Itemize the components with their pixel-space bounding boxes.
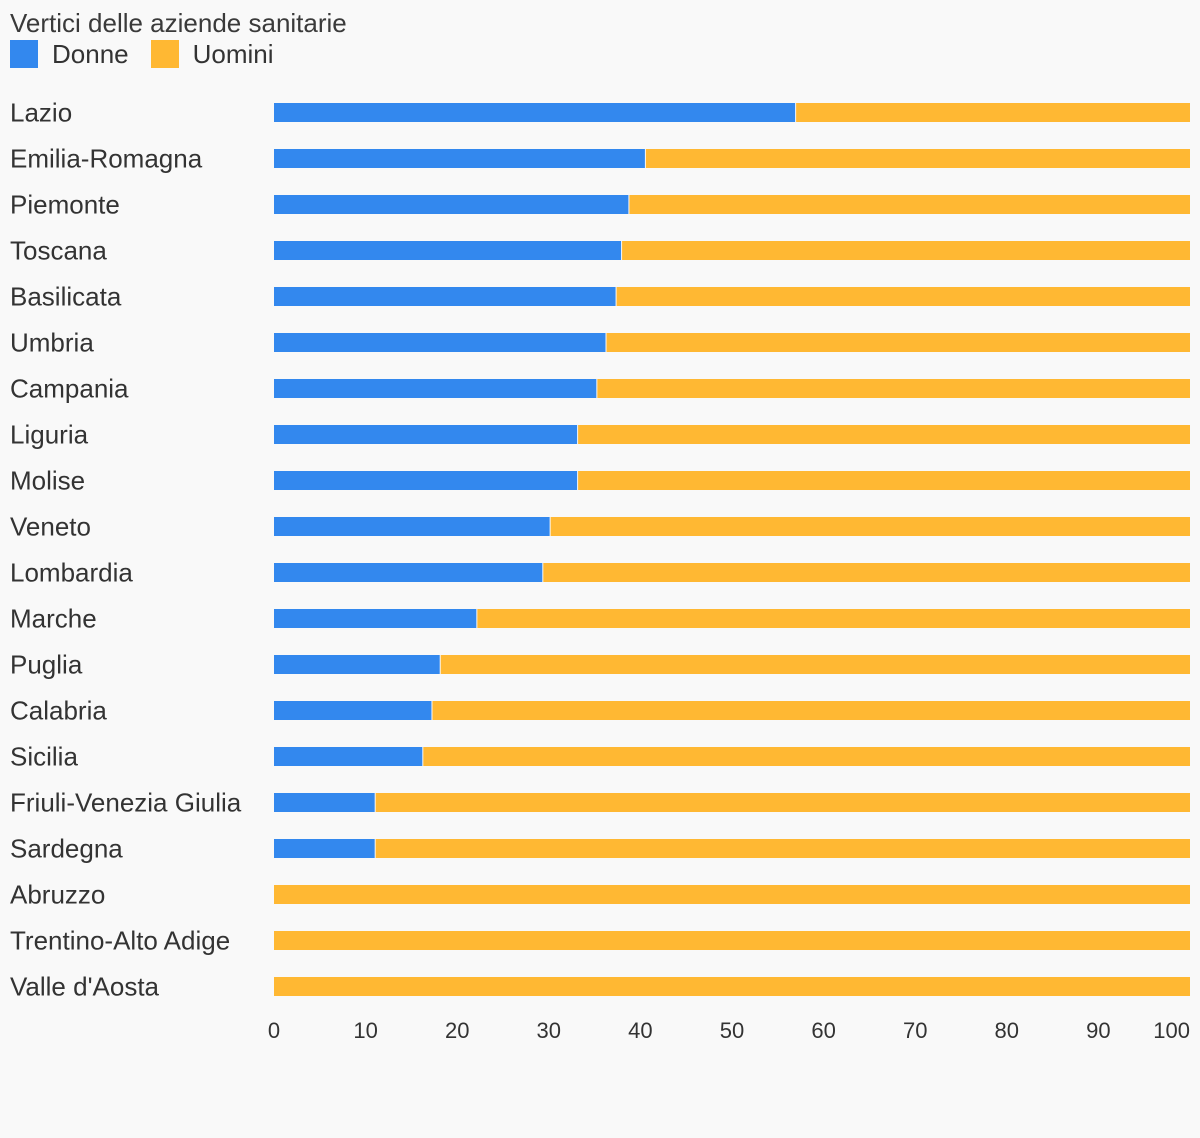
- bar-donne-toscana: [274, 241, 622, 260]
- category-label-calabria: Calabria: [10, 696, 107, 726]
- bar-uomini-friuli-venezia-giulia: [375, 793, 1190, 812]
- category-label-sardegna: Sardegna: [10, 834, 123, 864]
- x-tick-label-90: 90: [1086, 1018, 1110, 1043]
- category-label-friuli-venezia-giulia: Friuli-Venezia Giulia: [10, 788, 242, 818]
- category-label-toscana: Toscana: [10, 236, 107, 266]
- bar-uomini-umbria: [606, 333, 1190, 352]
- bar-donne-sardegna: [274, 839, 375, 858]
- x-tick-label-10: 10: [353, 1018, 377, 1043]
- bar-donne-emilia-romagna: [274, 149, 645, 168]
- bar-donne-calabria: [274, 701, 432, 720]
- x-tick-label-100: 100: [1153, 1018, 1190, 1043]
- bar-donne-molise: [274, 471, 578, 490]
- bar-donne-piemonte: [274, 195, 629, 214]
- bar-donne-lazio: [274, 103, 796, 122]
- bar-donne-marche: [274, 609, 477, 628]
- x-tick-label-80: 80: [995, 1018, 1019, 1043]
- bar-uomini-calabria: [432, 701, 1191, 720]
- bar-uomini-lazio: [796, 103, 1190, 122]
- category-label-marche: Marche: [10, 604, 97, 634]
- legend-item-uomini: Uomini: [150, 38, 274, 70]
- x-tick-label-0: 0: [268, 1018, 280, 1043]
- bar-uomini-veneto: [550, 517, 1190, 536]
- bar-donne-friuli-venezia-giulia: [274, 793, 375, 812]
- bar-uomini-basilicata: [616, 287, 1190, 306]
- bar-uomini-liguria: [578, 425, 1190, 444]
- bar-uomini-puglia: [440, 655, 1191, 674]
- bar-uomini-piemonte: [629, 195, 1190, 214]
- legend: Donne Uomini: [10, 38, 296, 70]
- category-label-trentino-alto-adige: Trentino-Alto Adige: [10, 926, 230, 956]
- bar-uomini-lombardia: [543, 563, 1190, 582]
- x-tick-label-50: 50: [720, 1018, 744, 1043]
- category-label-molise: Molise: [10, 466, 85, 496]
- x-tick-label-20: 20: [445, 1018, 469, 1043]
- legend-item-donne: Donne: [10, 39, 129, 70]
- bar-uomini-trentino-alto-adige: [274, 931, 1190, 950]
- x-tick-label-40: 40: [628, 1018, 652, 1043]
- category-label-campania: Campania: [10, 374, 129, 404]
- bar-donne-puglia: [274, 655, 440, 674]
- bar-uomini-sicilia: [423, 747, 1190, 766]
- bar-donne-veneto: [274, 517, 550, 536]
- legend-swatch-donne: [10, 40, 38, 68]
- category-label-veneto: Veneto: [10, 512, 91, 542]
- bar-uomini-toscana: [622, 241, 1190, 260]
- category-label-lazio: Lazio: [10, 98, 72, 128]
- bar-uomini-campania: [597, 379, 1190, 398]
- category-label-umbria: Umbria: [10, 328, 94, 358]
- category-label-valle-d-aosta: Valle d'Aosta: [10, 972, 160, 1002]
- x-tick-label-60: 60: [811, 1018, 835, 1043]
- bar-uomini-valle-d-aosta: [274, 977, 1190, 996]
- category-label-liguria: Liguria: [10, 420, 89, 450]
- category-label-lombardia: Lombardia: [10, 558, 133, 588]
- bar-uomini-abruzzo: [274, 885, 1190, 904]
- category-label-puglia: Puglia: [10, 650, 83, 680]
- bar-donne-liguria: [274, 425, 578, 444]
- category-label-sicilia: Sicilia: [10, 742, 78, 772]
- bar-uomini-marche: [477, 609, 1191, 628]
- bar-donne-basilicata: [274, 287, 616, 306]
- bar-donne-umbria: [274, 333, 606, 352]
- legend-label-donne: Donne: [52, 38, 129, 69]
- bar-donne-sicilia: [274, 747, 423, 766]
- bar-donne-campania: [274, 379, 597, 398]
- bar-uomini-sardegna: [375, 839, 1190, 858]
- legend-swatch-uomini: [150, 40, 179, 68]
- bar-uomini-emilia-romagna: [645, 149, 1190, 168]
- chart-title: Vertici delle aziende sanitarie: [10, 8, 347, 38]
- x-tick-label-30: 30: [537, 1018, 561, 1043]
- bar-donne-lombardia: [274, 563, 543, 582]
- x-tick-label-70: 70: [903, 1018, 927, 1043]
- category-label-basilicata: Basilicata: [10, 282, 122, 312]
- category-label-abruzzo: Abruzzo: [10, 880, 105, 910]
- bar-uomini-molise: [578, 471, 1190, 490]
- category-label-emilia-romagna: Emilia-Romagna: [10, 144, 203, 174]
- category-label-piemonte: Piemonte: [10, 190, 120, 220]
- legend-label-uomini: Uomini: [192, 38, 274, 69]
